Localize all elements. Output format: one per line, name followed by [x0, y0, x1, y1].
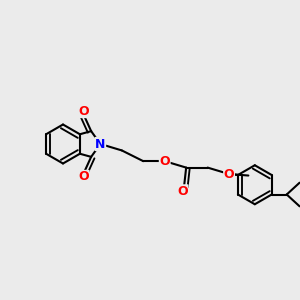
Text: N: N — [95, 137, 106, 151]
Text: O: O — [159, 155, 170, 168]
Text: O: O — [78, 104, 89, 118]
Text: O: O — [224, 167, 234, 181]
Text: O: O — [78, 170, 89, 184]
Text: O: O — [177, 185, 188, 198]
